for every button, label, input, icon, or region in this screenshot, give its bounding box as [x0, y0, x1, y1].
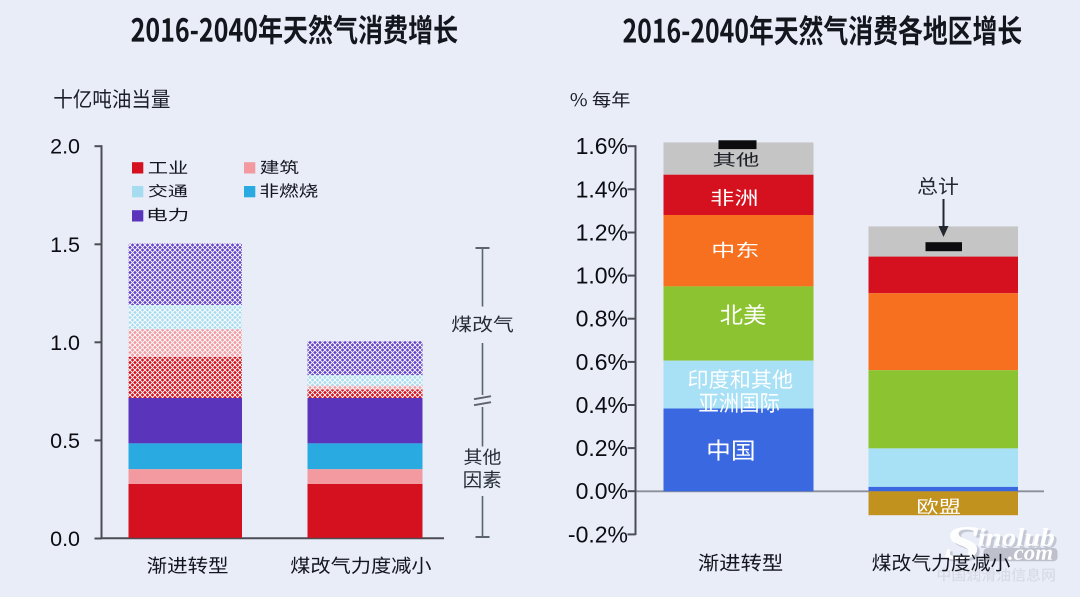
svg-text:-0.2%: -0.2% [568, 521, 628, 547]
svg-text:1.2%: 1.2% [576, 220, 628, 246]
svg-text:1.0%: 1.0% [576, 263, 628, 289]
svg-text:1.0: 1.0 [50, 331, 80, 355]
svg-text:0.2%: 0.2% [576, 435, 628, 461]
svg-text:1.6%: 1.6% [576, 133, 628, 159]
svg-text:1.5: 1.5 [50, 233, 80, 257]
svg-text:0.0%: 0.0% [576, 478, 628, 504]
svg-text:0.8%: 0.8% [576, 306, 628, 332]
svg-text:0.6%: 0.6% [576, 349, 628, 375]
svg-text:0.5: 0.5 [50, 429, 80, 453]
svg-text:2.0: 2.0 [50, 135, 80, 159]
svg-text:0.4%: 0.4% [576, 392, 628, 418]
svg-text:0.0: 0.0 [50, 527, 80, 551]
svg-text:1.4%: 1.4% [576, 176, 628, 202]
